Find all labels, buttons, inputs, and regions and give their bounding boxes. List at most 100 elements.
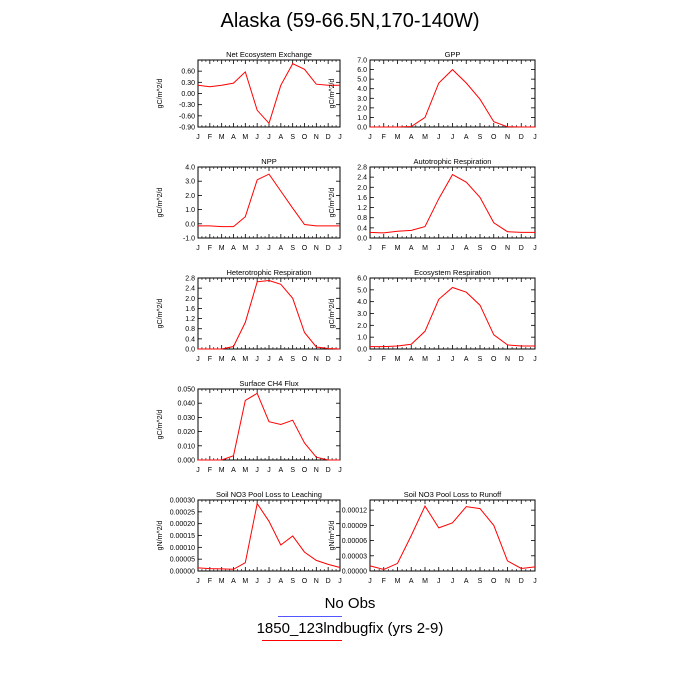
panel-title: Net Ecosystem Exchange: [226, 50, 312, 59]
y-tick-label: 2.4: [357, 175, 367, 182]
legend-case-line: [262, 640, 342, 641]
panel-title: Soil NO3 Pool Loss to Runoff: [404, 490, 502, 499]
y-tick-label: -0.30: [179, 102, 195, 109]
panel-frame: [369, 499, 536, 572]
x-tick-label: D: [326, 134, 331, 141]
panel-frame: [197, 166, 341, 239]
x-tick-label: A: [409, 134, 414, 141]
x-tick-label: J: [267, 467, 271, 474]
y-tick-label: 4.0: [185, 165, 195, 172]
panel-frame: [197, 499, 341, 572]
x-tick-label: J: [196, 578, 200, 585]
x-tick-label: A: [409, 245, 414, 252]
y-tick-label: 0.60: [181, 69, 195, 76]
legend-case-label: 1850_123lndbugfix (yrs 2-9): [256, 620, 444, 637]
x-tick-label: J: [437, 245, 441, 252]
y-tick-label: 0.4: [185, 336, 195, 343]
x-tick-label: A: [278, 467, 283, 474]
x-tick-label: J: [255, 245, 259, 252]
x-tick-label: D: [519, 356, 524, 363]
x-tick-label: F: [208, 134, 212, 141]
x-tick-label: J: [196, 245, 200, 252]
y-tick-label: 0.4: [357, 225, 367, 232]
panel-frame: [197, 277, 341, 350]
x-tick-label: J: [196, 134, 200, 141]
x-tick-label: A: [464, 356, 469, 363]
x-tick-label: F: [208, 467, 212, 474]
y-tick-label: 0.0: [357, 125, 367, 132]
y-tick-label: 0.00009: [342, 523, 367, 530]
x-tick-label: O: [491, 356, 497, 363]
y-tick-label: 1.0: [357, 115, 367, 122]
x-tick-label: M: [422, 356, 428, 363]
x-tick-label: M: [395, 356, 401, 363]
x-tick-label: M: [219, 356, 225, 363]
x-tick-label: J: [267, 356, 271, 363]
x-tick-label: J: [267, 578, 271, 585]
x-tick-label: J: [267, 134, 271, 141]
x-tick-label: O: [302, 245, 308, 252]
x-tick-label: M: [219, 578, 225, 585]
series-line: [197, 63, 340, 125]
x-tick-label: O: [302, 134, 308, 141]
x-tick-label: A: [231, 134, 236, 141]
x-tick-label: D: [519, 134, 524, 141]
y-tick-label: 0.020: [177, 429, 195, 436]
y-tick-label: 0.00015: [170, 533, 195, 540]
x-tick-label: A: [409, 356, 414, 363]
x-tick-label: A: [231, 467, 236, 474]
x-tick-label: N: [314, 134, 319, 141]
y-tick-label: 0.00025: [170, 509, 195, 516]
x-tick-label: O: [302, 356, 308, 363]
x-tick-label: M: [219, 134, 225, 141]
x-tick-label: O: [491, 245, 497, 252]
y-tick-label: 0.00006: [342, 538, 367, 545]
x-tick-label: F: [382, 356, 386, 363]
y-tick-label: 4.0: [357, 299, 367, 306]
panel-title: Surface CH4 Flux: [239, 379, 298, 388]
x-tick-label: F: [208, 356, 212, 363]
x-tick-label: M: [242, 245, 248, 252]
y-axis-label: gC/m^2/d: [157, 79, 164, 109]
x-tick-label: J: [196, 467, 200, 474]
x-tick-label: N: [505, 356, 510, 363]
y-tick-label: 1.0: [357, 335, 367, 342]
y-tick-label: 0.030: [177, 415, 195, 422]
series-line: [198, 279, 341, 350]
x-tick-label: M: [242, 467, 248, 474]
y-tick-label: -0.90: [179, 125, 195, 132]
x-tick-label: J: [338, 356, 342, 363]
x-tick-label: M: [422, 134, 428, 141]
y-tick-label: 7.0: [357, 58, 367, 65]
y-tick-label: 2.0: [185, 296, 195, 303]
x-tick-label: F: [208, 245, 212, 252]
legend-no-obs-label: No Obs: [324, 595, 376, 612]
x-tick-label: S: [478, 578, 483, 585]
x-tick-label: D: [326, 245, 331, 252]
y-tick-label: 1.2: [185, 316, 195, 323]
x-tick-label: M: [242, 134, 248, 141]
x-tick-label: S: [290, 467, 295, 474]
x-tick-label: N: [314, 467, 319, 474]
y-axis-label: gC/m^2/d: [157, 299, 164, 329]
x-tick-label: O: [491, 134, 497, 141]
x-tick-label: M: [395, 578, 401, 585]
x-tick-label: D: [326, 356, 331, 363]
panel-title: NPP: [261, 157, 276, 166]
y-tick-label: 0.00020: [170, 521, 195, 528]
x-tick-label: A: [278, 245, 283, 252]
y-tick-label: 3.0: [357, 96, 367, 103]
x-tick-label: J: [451, 134, 455, 141]
x-tick-label: N: [505, 134, 510, 141]
panel-frame: [197, 59, 341, 128]
x-tick-label: J: [533, 356, 537, 363]
y-tick-label: 0.00000: [342, 569, 367, 576]
y-tick-label: 2.4: [185, 286, 195, 293]
y-tick-label: 1.6: [357, 195, 367, 202]
series-line: [197, 502, 341, 570]
x-tick-label: S: [478, 245, 483, 252]
x-tick-label: J: [451, 578, 455, 585]
y-tick-label: 2.8: [185, 276, 195, 283]
x-tick-label: J: [533, 578, 537, 585]
x-tick-label: S: [290, 356, 295, 363]
